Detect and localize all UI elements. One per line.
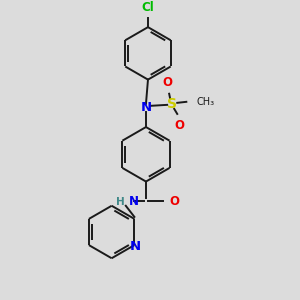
Text: H: H <box>116 197 125 207</box>
Text: O: O <box>174 119 184 132</box>
Text: O: O <box>162 76 172 89</box>
Text: N: N <box>130 240 141 253</box>
Text: N: N <box>129 195 139 208</box>
Text: S: S <box>167 97 177 111</box>
Text: O: O <box>169 195 179 208</box>
Text: Cl: Cl <box>142 1 154 14</box>
Text: N: N <box>140 101 152 114</box>
Text: CH₃: CH₃ <box>196 97 214 107</box>
